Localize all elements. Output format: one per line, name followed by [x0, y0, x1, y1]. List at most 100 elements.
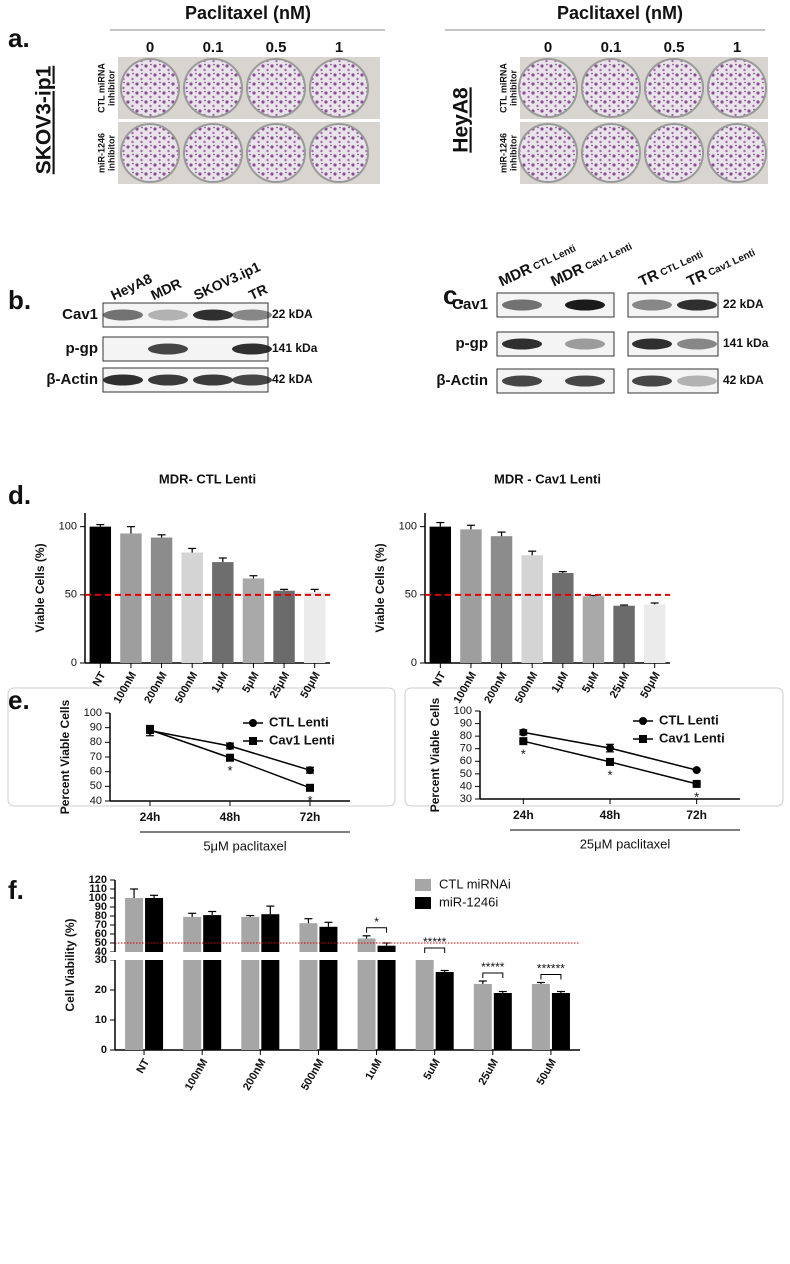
- sig-bracket: [540, 974, 562, 980]
- well: [246, 123, 306, 183]
- x-tick-label: 5μM: [580, 670, 601, 695]
- blot-band: [677, 338, 717, 350]
- x-tick-label: 50μM: [638, 670, 662, 700]
- x-tick-label: 50uM: [535, 1057, 559, 1087]
- lane-name: TR: [636, 266, 661, 290]
- bar: [613, 605, 635, 663]
- point: [226, 742, 234, 750]
- lane-name: MDR: [548, 260, 586, 290]
- x-tick-label: 50μM: [298, 670, 322, 700]
- dose-label: 0.1: [203, 39, 224, 56]
- x-tick-label: 48h: [220, 810, 241, 824]
- y-tick-label: 110: [89, 883, 107, 895]
- point: [519, 737, 528, 746]
- x-tick-label: 100nM: [183, 1057, 211, 1093]
- blot-band: [148, 343, 188, 355]
- bar: [460, 529, 482, 663]
- row-name: β-Actin: [436, 372, 488, 389]
- sig-label: *****: [423, 935, 447, 949]
- y-tick-label: 100: [399, 521, 417, 533]
- y-tick-label: 0: [71, 657, 77, 669]
- blot-band: [677, 299, 717, 311]
- sig-bracket: [424, 947, 446, 953]
- cell-line: SKOV3-ip1: [33, 65, 56, 174]
- row-name: Cav1: [452, 296, 488, 313]
- annotation: *: [607, 767, 612, 782]
- cell-line: HeyA8: [450, 87, 473, 153]
- well: [518, 58, 578, 118]
- x-tick-label: 5uM: [421, 1057, 442, 1082]
- bar: [357, 938, 376, 1050]
- row-name: p-gp: [456, 335, 488, 352]
- y-tick-label: 70: [90, 751, 102, 763]
- blot-band: [632, 338, 672, 350]
- bar: [473, 984, 492, 1050]
- x-tick-label: 24h: [140, 810, 161, 824]
- well: [120, 123, 180, 183]
- x-axis-label: 25μM paclitaxel: [580, 836, 671, 851]
- bar: [183, 916, 202, 1050]
- y-tick-label: 60: [95, 928, 107, 940]
- blot-band: [193, 374, 233, 386]
- mw-label: 42 kDA: [723, 373, 764, 387]
- bar: [212, 562, 234, 663]
- row-name: p-gp: [66, 340, 98, 357]
- x-tick-label: 72h: [300, 810, 321, 824]
- x-tick-label: 25uM: [476, 1057, 500, 1087]
- legend-label: Cav1 Lenti: [659, 730, 725, 745]
- bar: [145, 898, 164, 1050]
- y-tick-label: 30: [460, 793, 472, 805]
- y-tick-label: 70: [460, 743, 472, 755]
- y-tick-label: 50: [95, 937, 107, 949]
- point: [226, 753, 234, 762]
- sig-label: ******: [537, 962, 565, 976]
- dose-label: 0: [146, 39, 154, 56]
- y-tick-label: 20: [95, 984, 107, 996]
- bar: [242, 578, 265, 663]
- bar: [241, 916, 260, 1050]
- well: [183, 123, 243, 183]
- sig-bracket: [366, 927, 388, 933]
- row-label: CTL miRNA: [498, 63, 508, 113]
- y-tick-label: 100: [454, 705, 472, 717]
- bar: [303, 592, 326, 663]
- dose-label: 0.5: [664, 39, 685, 56]
- x-tick-label: 25μM: [268, 670, 292, 700]
- well: [644, 123, 704, 183]
- dose-label: 0: [544, 39, 552, 56]
- blot-band: [565, 299, 605, 311]
- annotation: *: [227, 763, 232, 778]
- x-tick-label: NT: [91, 670, 109, 689]
- bar: [490, 536, 513, 663]
- lane-name: TR: [684, 266, 709, 290]
- sig-label: *****: [481, 960, 505, 974]
- annotation: *: [521, 747, 526, 762]
- legend-label: miR-1246i: [439, 894, 498, 909]
- legend-label: CTL Lenti: [269, 714, 329, 729]
- sig-label: *: [374, 915, 379, 929]
- sig-bracket: [482, 972, 504, 978]
- point: [306, 766, 314, 775]
- bar: [319, 926, 338, 1050]
- well: [707, 123, 767, 183]
- row-label: inhibitor: [508, 135, 518, 171]
- row-label: miR-1246: [96, 133, 106, 173]
- well: [707, 58, 767, 118]
- x-tick-label: 1μM: [550, 670, 571, 695]
- legend-marker: [639, 717, 647, 725]
- bar: [552, 573, 574, 663]
- row-name: Cav1: [62, 306, 98, 323]
- panel-frame: [404, 687, 784, 807]
- chart-title: MDR - Cav1 Lenti: [494, 471, 601, 486]
- lane-label: MDR: [148, 275, 184, 303]
- blot-band: [148, 374, 188, 386]
- point: [606, 757, 614, 766]
- y-axis-label: Percent Viable Cells: [428, 697, 442, 812]
- bar: [415, 960, 434, 1050]
- bar: [120, 533, 142, 663]
- lane-label: MDRCav1 Lenti: [548, 238, 635, 291]
- dose-label: 1: [733, 39, 741, 56]
- legend-marker: [639, 735, 647, 743]
- group-title: Paclitaxel (nM): [185, 3, 311, 23]
- y-tick-label: 60: [460, 755, 472, 767]
